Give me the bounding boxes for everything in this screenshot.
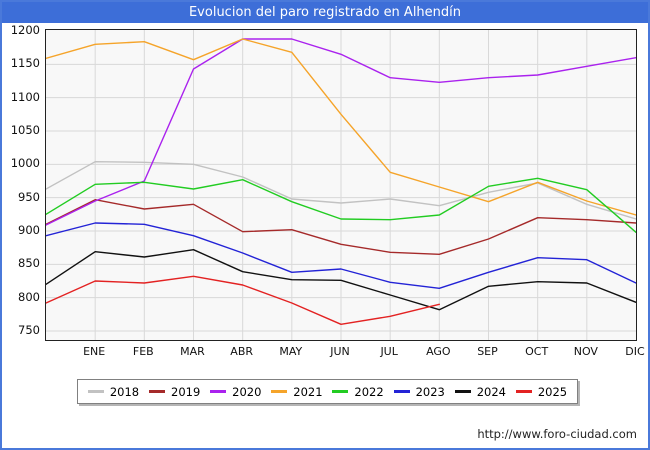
y-tick-label-1150: 1150 [10, 56, 40, 71]
x-tick-label-ene: ENE [83, 345, 106, 358]
x-tick-label-ago: AGO [426, 345, 451, 358]
legend-swatch-2018 [87, 390, 104, 393]
plot-area [45, 29, 637, 341]
title-bar: Evolucion del paro registrado en Alhendí… [2, 2, 648, 23]
y-tick-label-900: 900 [18, 223, 40, 237]
legend: 2018 2019 2020 2021 2022 2023 2024 2025 [77, 379, 578, 404]
x-tick-label-jun: JUN [330, 345, 350, 358]
legend-swatch-2023 [393, 390, 410, 393]
y-tick-label-800: 800 [18, 289, 40, 304]
series-line-2022 [46, 177, 636, 234]
series-line-2024 [46, 248, 636, 311]
legend-label-2020: 2020 [232, 384, 262, 399]
y-tick-label-750: 750 [18, 323, 40, 337]
legend-label-2025: 2025 [537, 384, 568, 399]
x-tick-label-jul: JUL [380, 345, 398, 358]
legend-item-2022: 2022 [332, 384, 384, 399]
y-tick-label-1000: 1000 [10, 156, 40, 171]
x-tick-label-feb: FEB [132, 345, 154, 358]
y-tick-label-850: 850 [18, 256, 40, 271]
legend-item-2018: 2018 [87, 384, 140, 399]
page-title: Evolucion del paro registrado en Alhendí… [188, 5, 462, 20]
footer-url: http://www.foro-ciudad.com [477, 427, 637, 441]
series-line-2021 [46, 38, 636, 216]
series-line-2019 [46, 198, 636, 256]
legend-swatch-2020 [210, 390, 227, 393]
legend-swatch-2019 [149, 390, 165, 393]
legend-label-2023: 2023 [415, 384, 445, 399]
legend-swatch-2021 [271, 390, 288, 393]
legend-item-2020: 2020 [210, 385, 261, 399]
legend-label-2021: 2021 [293, 384, 323, 399]
legend-item-2025: 2025 [515, 384, 568, 399]
legend-item-2021: 2021 [271, 384, 323, 399]
legend-swatch-2022 [332, 390, 349, 393]
series-line-2025 [46, 275, 440, 325]
series-line-2023 [46, 222, 636, 289]
y-tick-label-1100: 1100 [10, 89, 40, 104]
x-tick-label-abr: ABR [230, 345, 254, 358]
legend-swatch-2024 [454, 390, 471, 393]
series-line-2020 [46, 38, 636, 226]
x-tick-label-nov: NOV [573, 345, 598, 358]
legend-swatch-2025 [515, 390, 532, 393]
y-tick-label-950: 950 [18, 189, 40, 204]
x-tick-label-oct: OCT [525, 345, 549, 358]
legend-item-2023: 2023 [393, 384, 445, 399]
x-tick-label-sep: SEP [477, 345, 498, 358]
x-tick-label-dic: DIC [625, 345, 645, 358]
x-tick-label-mar: MAR [180, 345, 205, 358]
legend-item-2019: 2019 [149, 385, 200, 399]
legend-label-2024: 2024 [476, 384, 506, 399]
legend-label-2018: 2018 [109, 384, 140, 399]
y-tick-label-1050: 1050 [10, 123, 40, 137]
plot-svg [46, 30, 636, 340]
x-tick-label-may: MAY [279, 345, 303, 358]
y-tick-label-1200: 1200 [10, 23, 40, 37]
legend-label-2022: 2022 [354, 384, 384, 399]
legend-item-2024: 2024 [454, 384, 506, 399]
legend-label-2019: 2019 [171, 384, 201, 399]
